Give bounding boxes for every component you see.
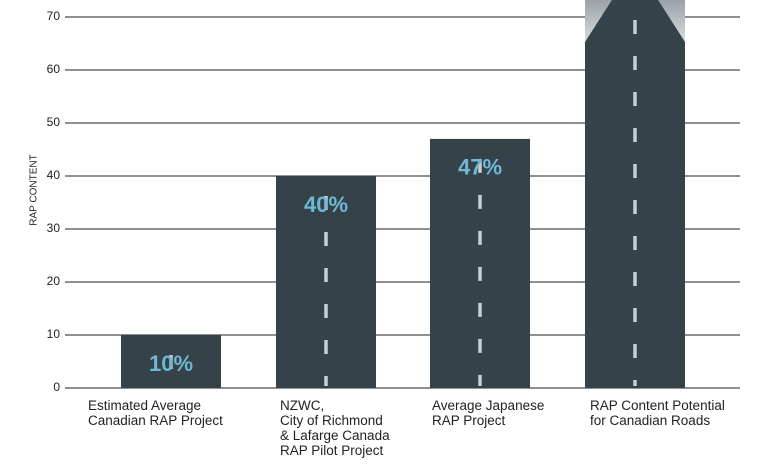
y-tick-label: 70 bbox=[47, 9, 61, 23]
y-tick-label: 40 bbox=[47, 168, 61, 182]
y-tick-label: 10 bbox=[47, 327, 61, 341]
y-axis-label: RAP CONTENT bbox=[29, 154, 40, 226]
value-label: 47% bbox=[458, 155, 502, 180]
page: {"chart_data": {"type": "bar", "y_label"… bbox=[0, 0, 768, 472]
value-label: 40% bbox=[304, 192, 348, 217]
x-tick-label: Average Japanese RAP Project bbox=[432, 398, 544, 428]
y-tick-label: 0 bbox=[53, 380, 60, 394]
y-tick-label: 20 bbox=[47, 274, 61, 288]
y-tick-label: 60 bbox=[47, 62, 61, 76]
x-tick-label: Estimated Average Canadian RAP Project bbox=[88, 398, 223, 428]
y-tick-label: 50 bbox=[47, 115, 61, 129]
x-tick-label: RAP Content Potential for Canadian Roads bbox=[590, 398, 725, 428]
x-tick-label: NZWC, City of Richmond & Lafarge Canada … bbox=[280, 398, 390, 458]
y-tick-label: 30 bbox=[47, 221, 61, 235]
value-label: 10% bbox=[149, 351, 193, 376]
